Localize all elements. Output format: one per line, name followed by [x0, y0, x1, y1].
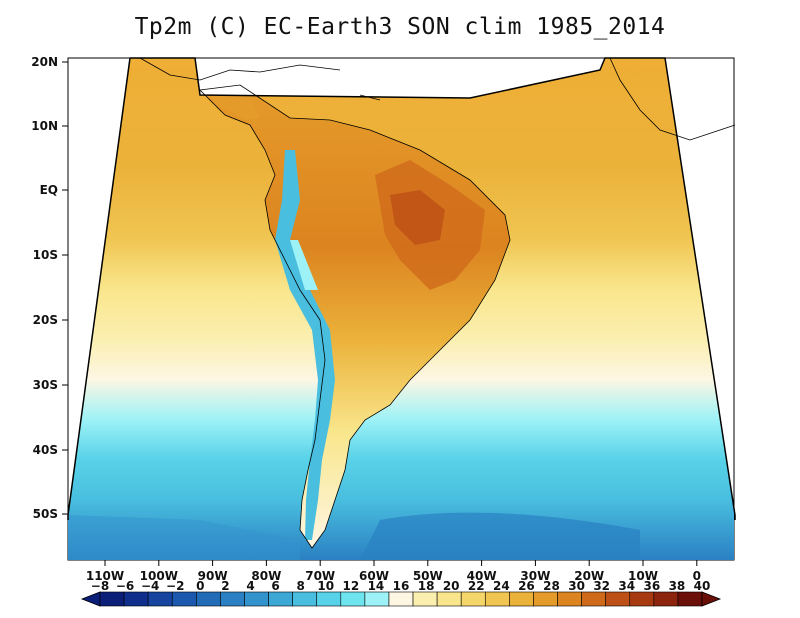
lat-label: 30S: [33, 378, 58, 392]
colorbar-label: 40: [694, 579, 711, 593]
lon-label: 20W: [574, 569, 604, 583]
colorbar-label: 8: [296, 579, 304, 593]
colorbar-label: 16: [393, 579, 410, 593]
colorbar: −8 −6 −4 −2 0 2 4 6 8 10 12 14 16 18 20 22 24 26 28 30 32 34 3…: [80, 579, 722, 607]
colorbar-segment: [147, 591, 173, 607]
caribbean-coastline: [139, 57, 381, 101]
colorbar-label: 12: [342, 579, 359, 593]
coastline: [199, 84, 511, 549]
colorbar-segment: [460, 591, 486, 607]
colorbar-segment: [244, 591, 269, 607]
colorbar-segment: [653, 591, 679, 607]
colorbar-label: 28: [543, 579, 560, 593]
lon-label: 30W: [520, 569, 550, 583]
lat-label: EQ: [40, 183, 58, 197]
lon-label: 110W: [86, 569, 124, 583]
lat-label: 10N: [31, 119, 58, 133]
colorbar-segment: [557, 591, 582, 607]
colorbar-segment: [388, 591, 414, 607]
colorbar-segment: [677, 591, 703, 607]
colorbar-label: 4: [246, 579, 254, 593]
lat-label: 20S: [33, 313, 58, 327]
africa-coastline: [609, 57, 736, 141]
colorbar-label: 10: [317, 579, 334, 593]
lon-label: 100W: [140, 569, 178, 583]
lat-label: 20N: [31, 55, 58, 69]
lon-label: 0: [693, 569, 701, 583]
colorbar-label: −4: [141, 579, 159, 593]
colorbar-label: 34: [618, 579, 635, 593]
colorbar-label: 26: [518, 579, 535, 593]
longitude-axis: 110W 100W 90W 80W 70W 60W 50W 40W 30W 20W 10W 0: [86, 560, 701, 583]
temperature-field: [68, 58, 734, 560]
colorbar-label: 20: [443, 579, 460, 593]
andes-cold-strip: [275, 150, 335, 540]
colorbar-segment: [316, 591, 342, 607]
colorbar-label: 32: [593, 579, 610, 593]
colorbar-label: −6: [116, 579, 134, 593]
colorbar-segment: [436, 591, 462, 607]
colorbar-label: 22: [468, 579, 485, 593]
map-title: Tp2m (C) EC-Earth3 SON clim 1985_2014: [134, 14, 666, 40]
colorbar-segment: [412, 591, 438, 607]
colorbar-segment: [509, 591, 534, 607]
lon-label: 90W: [198, 569, 228, 583]
lat-label: 40S: [33, 443, 58, 457]
colorbar-segment: [340, 591, 366, 607]
colorbar-label: 24: [493, 579, 510, 593]
colorbar-label: 2: [221, 579, 229, 593]
colorbar-label: −2: [166, 579, 184, 593]
colorbar-segment: [292, 591, 318, 607]
colorbar-segment: [99, 591, 125, 607]
colorbar-segment: [533, 591, 558, 607]
lon-label: 40W: [467, 569, 497, 583]
colorbar-label: 30: [568, 579, 585, 593]
colorbar-segment: [268, 591, 293, 607]
latitude-axis: 20N 10N EQ 10S 20S 30S 40S 50S: [31, 55, 68, 521]
colorbar-segment: [196, 591, 221, 607]
lon-label: 50W: [413, 569, 443, 583]
lon-label: 10W: [628, 569, 658, 583]
colorbar-segment: [220, 591, 245, 607]
colorbar-segment: [123, 591, 149, 607]
colorbar-label: 0: [196, 579, 204, 593]
colorbar-segment: [581, 591, 606, 607]
colorbar-label: 36: [643, 579, 660, 593]
colorbar-label: −8: [91, 579, 109, 593]
colorbar-label: 38: [669, 579, 686, 593]
colorbar-segment: [629, 591, 655, 607]
colorbar-segment: [171, 591, 197, 607]
colorbar-arrow-right: [701, 591, 722, 607]
domain-outline: [67, 57, 736, 520]
colorbar-segment: [364, 591, 390, 607]
colorbar-label: 18: [418, 579, 435, 593]
lat-label: 10S: [33, 248, 58, 262]
colorbar-arrow-left: [80, 591, 101, 607]
lon-label: 80W: [251, 569, 281, 583]
lat-label: 50S: [33, 507, 58, 521]
colorbar-segment: [484, 591, 510, 607]
colorbar-label: 14: [368, 579, 385, 593]
lon-label: 70W: [305, 569, 335, 583]
colorbar-label: 6: [271, 579, 279, 593]
colorbar-segment: [605, 591, 631, 607]
lon-label: 60W: [359, 569, 389, 583]
